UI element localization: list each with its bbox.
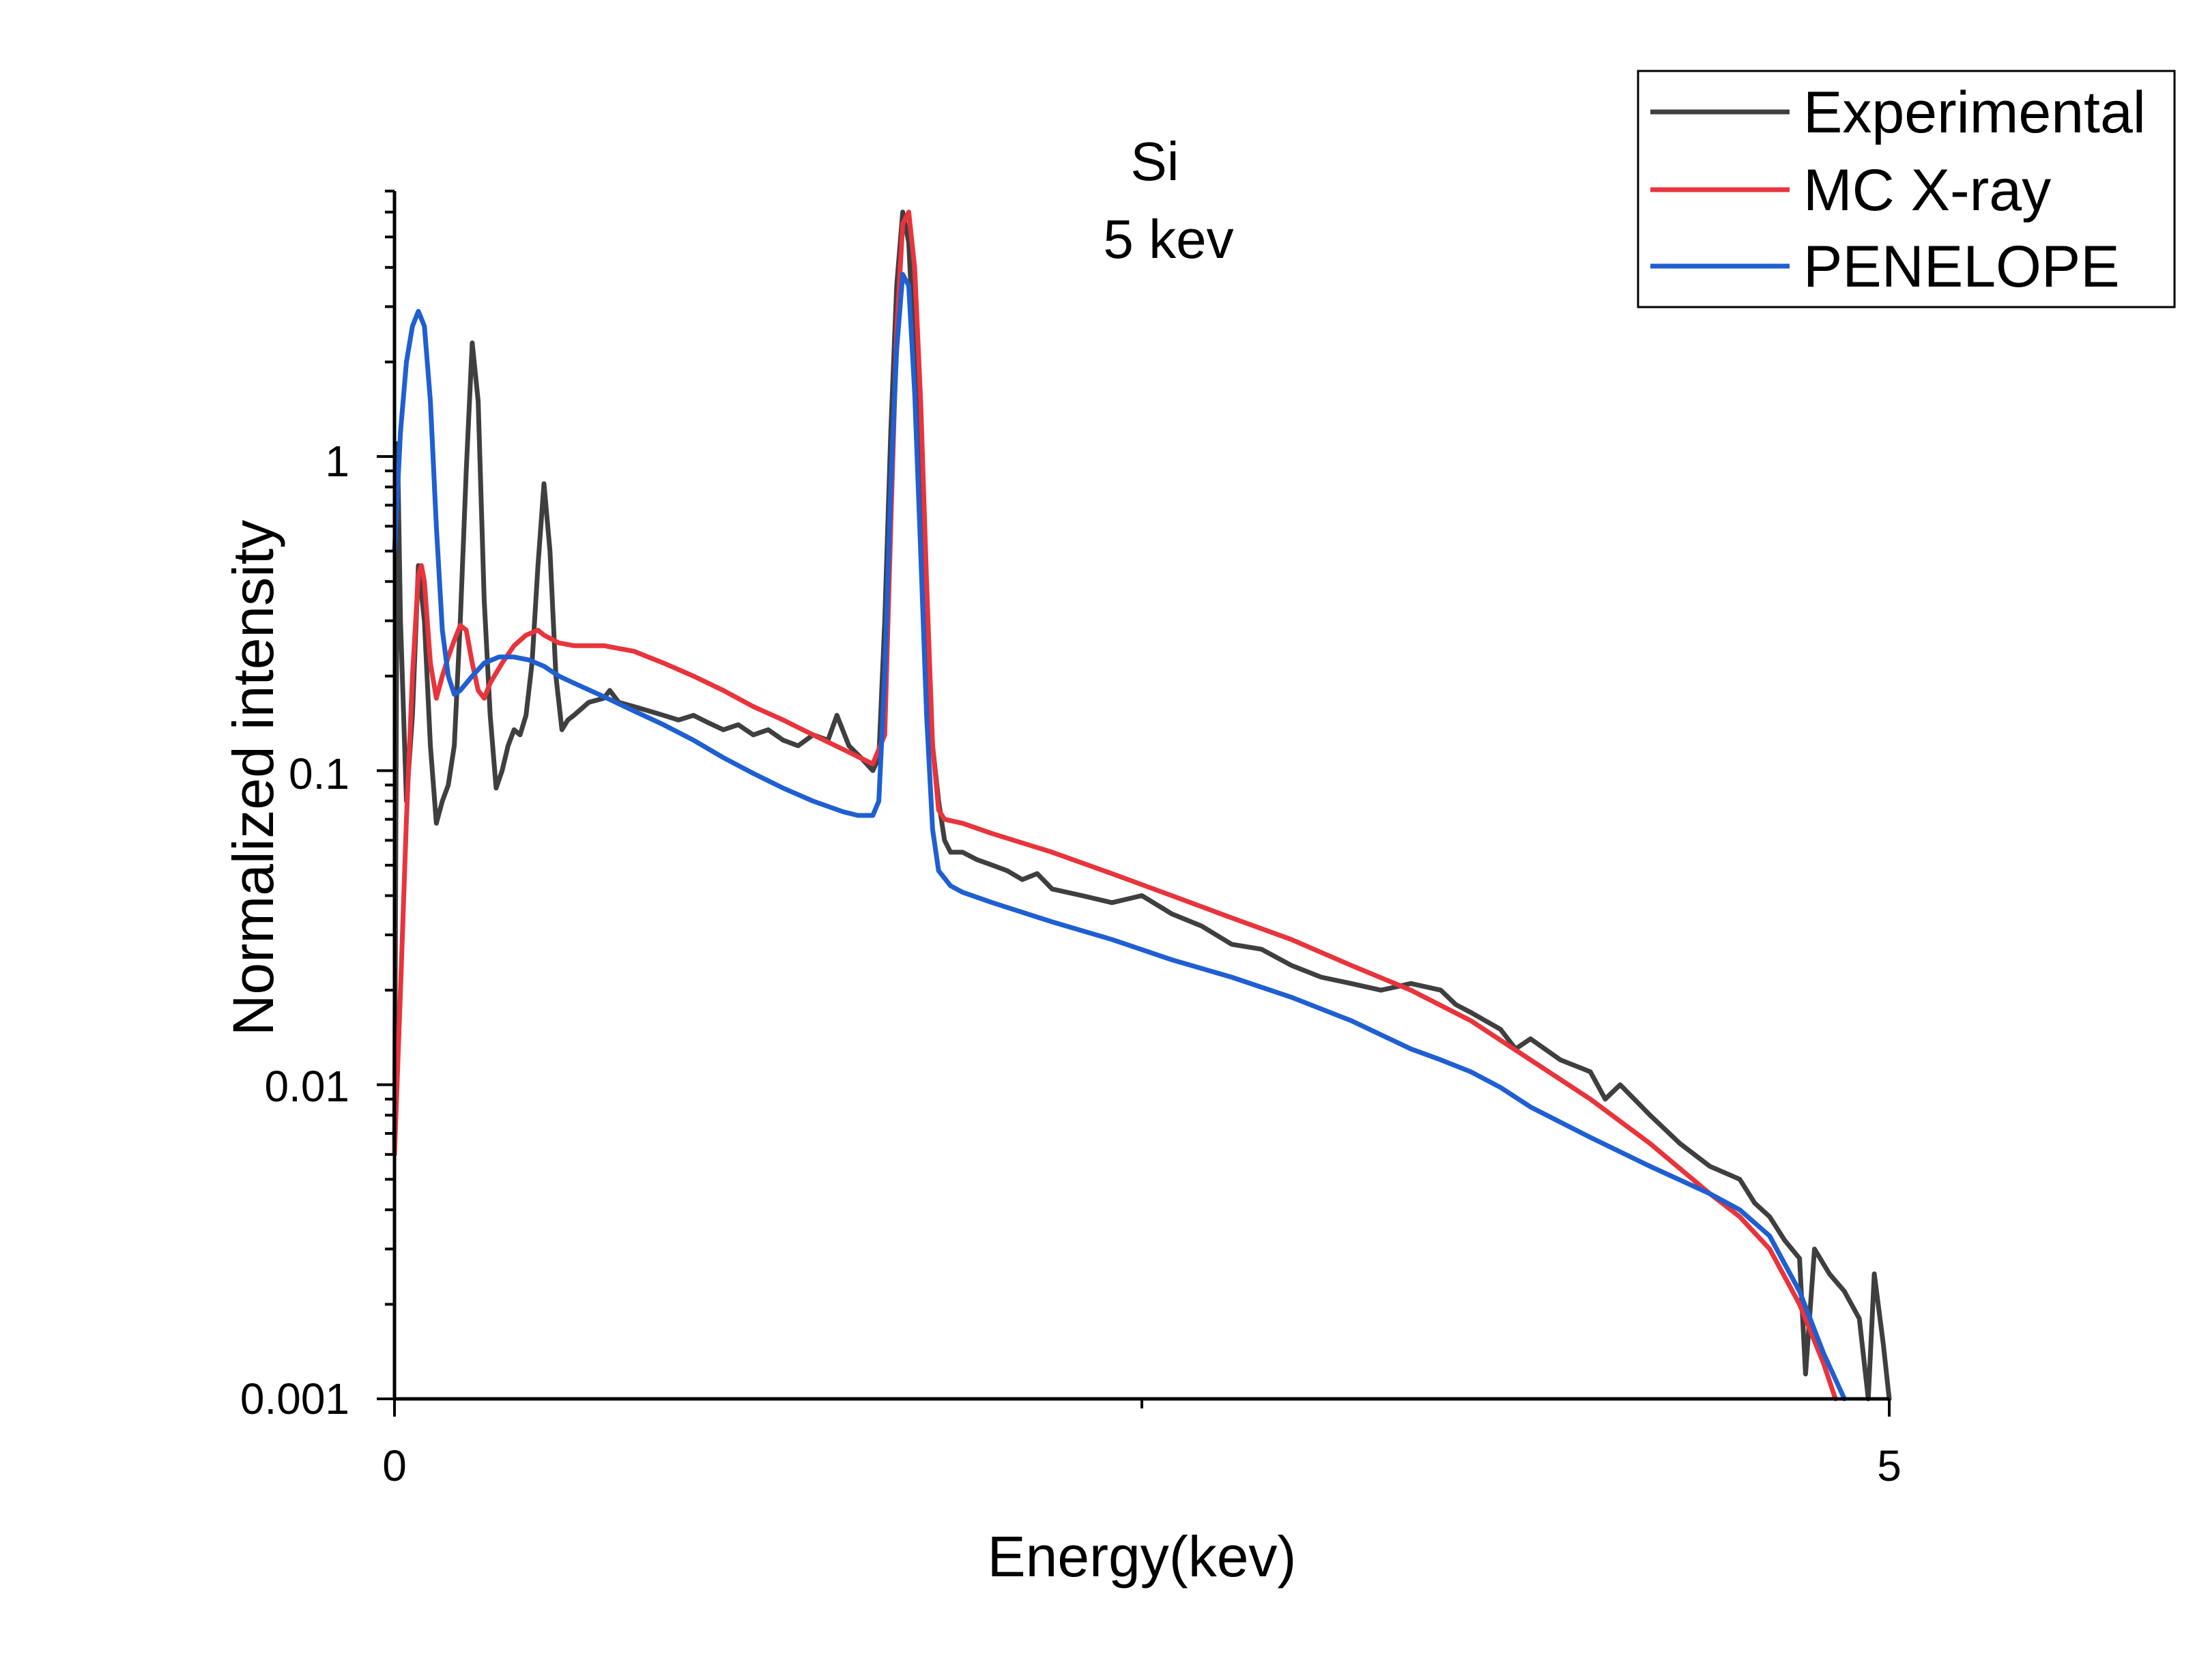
annotation-energy: 5 kev (1103, 209, 1233, 270)
legend-label-mc-x-ray: MC X-ray (1803, 158, 2051, 223)
x-axis-title: Energy(kev) (988, 1524, 1297, 1589)
y-tick-label: 0.001 (240, 1374, 349, 1423)
annotation-element: Si (1130, 131, 1179, 192)
series-line-mc-x-ray (392, 209, 1838, 1402)
series-line-penelope (392, 272, 1847, 1402)
legend-label-experimental: Experimental (1803, 80, 2146, 145)
x-tick-label: 0 (382, 1441, 407, 1490)
axis-ticks (377, 190, 1891, 1417)
y-axis-title: Normalized intensity (221, 520, 285, 1036)
legend-label-penelope: PENELOPE (1803, 234, 2120, 300)
y-tick-label: 0.01 (264, 1062, 349, 1111)
series-line-experimental (392, 209, 1892, 1402)
legend: Experimental MC X-ray PENELOPE (1637, 70, 2176, 308)
y-tick-label: 1 (325, 437, 349, 486)
y-tick-label: 0.1 (289, 749, 349, 798)
x-tick-label: 5 (1877, 1441, 1902, 1490)
series-lines (392, 209, 1892, 1402)
